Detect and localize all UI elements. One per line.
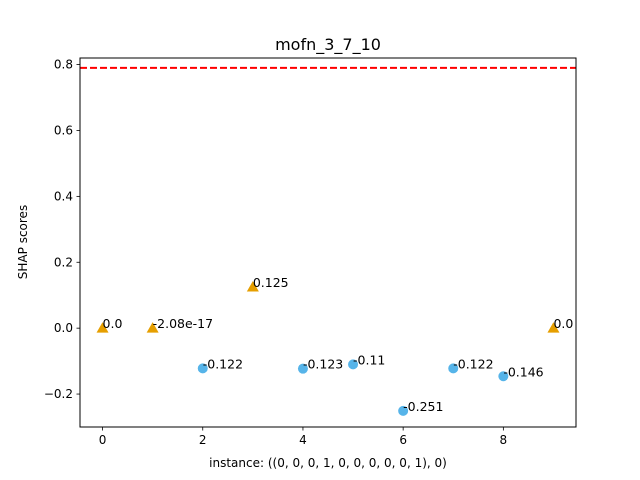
data-label: -0.146	[503, 364, 543, 379]
plot-area: 0.0 -2.08e-17 0.125 0.0 -0.122 -0.123 -0.11 -0.…	[80, 66, 576, 416]
data-label: 0.0	[103, 316, 123, 331]
y-tick-label: 0.4	[54, 189, 73, 203]
data-point-triangle	[246, 280, 259, 292]
plot-frame	[79, 57, 577, 428]
data-label: -0.122	[203, 356, 243, 371]
x-axis-label: instance: ((0, 0, 0, 1, 0, 0, 0, 0, 0, 1…	[209, 456, 447, 470]
chart-title: mofn_3_7_10	[275, 35, 381, 55]
data-label: -0.123	[303, 357, 343, 372]
axes: 0 2 4 6 8 −0.2 0.0 0.2 0.4 0.6 0.8	[44, 58, 507, 447]
data-label: -2.08e-17	[153, 316, 213, 331]
data-point-circle	[348, 359, 359, 370]
data-label: -0.251	[403, 399, 443, 414]
data-point-circle	[498, 371, 509, 382]
x-tick-label: 0	[99, 433, 107, 447]
data-label: -0.122	[453, 356, 493, 371]
data-point-triangle	[96, 322, 109, 333]
data-point-circle	[197, 363, 208, 374]
data-point-triangle	[146, 322, 159, 333]
data-point-circle	[297, 363, 308, 374]
data-point-circle	[398, 405, 409, 416]
y-tick-label: 0.0	[54, 321, 73, 335]
data-point-circle	[448, 363, 459, 374]
x-tick-label: 4	[299, 433, 307, 447]
data-label: -0.11	[353, 352, 385, 367]
data-label: 0.0	[553, 316, 573, 331]
x-tick-label: 8	[500, 433, 508, 447]
y-tick-label: 0.8	[54, 58, 73, 72]
data-point-triangle	[547, 322, 560, 333]
y-tick-label: −0.2	[44, 387, 73, 401]
y-tick-label: 0.6	[54, 123, 73, 137]
y-tick-label: 0.2	[54, 255, 73, 269]
x-tick-label: 2	[199, 433, 207, 447]
y-axis-label: SHAP scores	[16, 205, 30, 279]
x-tick-label: 6	[399, 433, 407, 447]
data-label: 0.125	[253, 275, 289, 290]
